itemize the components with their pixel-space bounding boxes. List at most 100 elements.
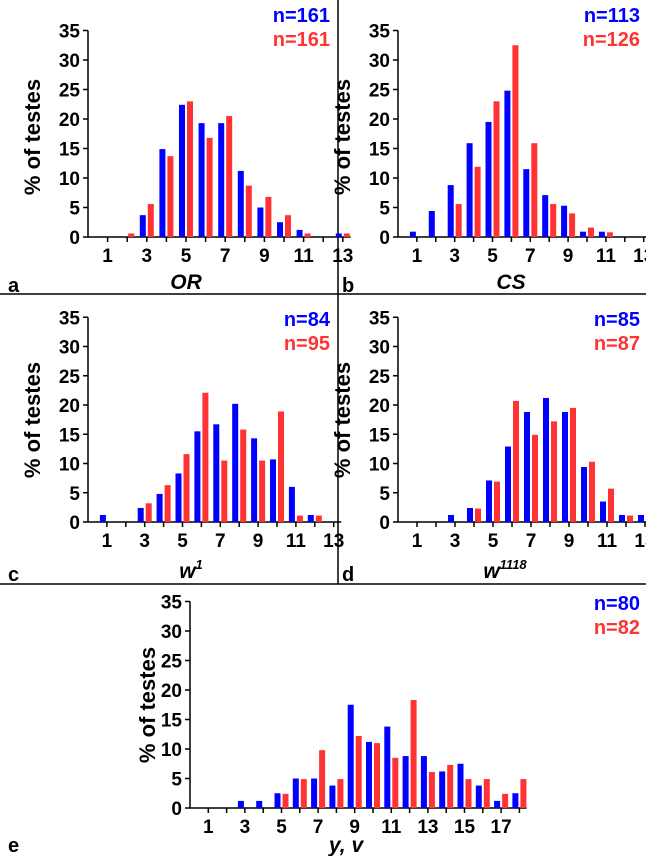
y-tick-label: 25 <box>59 367 81 388</box>
bar-series1 <box>420 756 427 808</box>
x-tick-label: 7 <box>313 817 324 838</box>
bar-series2 <box>147 203 154 237</box>
n-label-series1: n=161 <box>273 5 330 27</box>
bar-series1 <box>512 793 519 808</box>
y-axis-label: % of testes <box>20 362 45 478</box>
bar-series1 <box>486 480 492 522</box>
bar-series1 <box>581 467 587 522</box>
y-tick-label: 35 <box>59 308 81 329</box>
x-axis-label: OR <box>170 271 202 294</box>
y-tick-label: 35 <box>369 22 391 43</box>
n-label-series1: n=113 <box>584 5 640 27</box>
n-label-series1: n=84 <box>284 309 331 331</box>
bar-series2 <box>428 772 435 808</box>
x-tick-label: 5 <box>487 246 498 267</box>
x-tick-label: 5 <box>276 817 287 838</box>
bar-series1 <box>139 215 146 237</box>
y-tick-label: 0 <box>69 228 80 249</box>
panel-letter: d <box>342 564 354 586</box>
y-tick-label: 10 <box>59 455 80 476</box>
y-tick-label: 15 <box>161 711 183 732</box>
bar-series2 <box>494 481 500 522</box>
bar-series2 <box>206 137 213 237</box>
bar-series1 <box>329 785 336 808</box>
n-label-series2: n=87 <box>594 333 640 355</box>
y-tick-label: 20 <box>59 396 80 417</box>
y-tick-label: 20 <box>369 396 390 417</box>
x-tick-label: 13 <box>323 531 344 552</box>
bar-series2 <box>608 488 614 522</box>
bar-series2 <box>240 429 247 522</box>
x-tick-label: 9 <box>253 531 264 552</box>
bar-series1 <box>213 424 220 522</box>
bar-series2 <box>502 793 509 808</box>
bar-series1 <box>562 412 568 522</box>
bar-series1 <box>156 493 163 522</box>
x-tick-label: 5 <box>177 531 188 552</box>
y-tick-label: 15 <box>59 425 81 446</box>
bar-series1 <box>218 123 225 237</box>
bar-series2 <box>550 203 557 237</box>
bar-series2 <box>410 700 417 808</box>
x-tick-label: 3 <box>142 246 153 267</box>
x-tick-label: 13 <box>633 246 646 267</box>
bar-series1 <box>475 785 482 808</box>
bar-series1 <box>175 473 182 522</box>
x-axis-label: w1 <box>179 557 203 583</box>
bar-series1 <box>307 514 314 522</box>
bar-series2 <box>569 213 576 237</box>
x-tick-label: 1 <box>102 246 113 267</box>
bar-series2 <box>226 116 233 237</box>
bar-series1 <box>638 514 644 522</box>
x-tick-label: 11 <box>596 246 617 267</box>
bar-series2 <box>532 434 538 522</box>
y-tick-label: 25 <box>369 81 391 102</box>
y-tick-label: 15 <box>369 425 391 446</box>
y-tick-label: 10 <box>59 169 80 190</box>
y-tick-label: 0 <box>379 228 390 249</box>
bar-series1 <box>447 185 454 237</box>
y-tick-label: 10 <box>369 455 390 476</box>
bar-series2 <box>355 736 362 808</box>
bar-series2 <box>343 233 350 237</box>
x-tick-label: 11 <box>381 817 402 838</box>
x-tick-label: 7 <box>525 246 536 267</box>
bar-series1 <box>561 205 568 237</box>
bar-series1 <box>270 459 276 522</box>
bar-series1 <box>384 726 391 808</box>
y-tick-label: 15 <box>59 140 81 161</box>
y-tick-label: 5 <box>171 770 182 791</box>
y-tick-label: 35 <box>369 308 391 329</box>
bar-series1 <box>335 233 342 237</box>
y-tick-label: 15 <box>369 140 391 161</box>
bar-series1 <box>485 121 492 237</box>
n-label-series1: n=80 <box>594 593 640 615</box>
bar-series1 <box>237 800 244 808</box>
y-tick-label: 0 <box>379 513 390 534</box>
bar-series1 <box>543 397 549 522</box>
bar-series1 <box>311 778 318 808</box>
x-tick-label: 13 <box>332 246 353 267</box>
bar-series2 <box>520 779 527 808</box>
n-label-series2: n=161 <box>273 29 330 51</box>
y-tick-label: 30 <box>161 622 182 643</box>
bar-series1 <box>402 756 409 808</box>
bar-series1 <box>277 222 283 237</box>
bar-series2 <box>259 460 266 522</box>
bar-series1 <box>237 170 244 237</box>
x-tick-label: 1 <box>102 531 113 552</box>
x-tick-label: 7 <box>526 531 537 552</box>
x-tick-label: 1 <box>203 817 214 838</box>
bar-series2 <box>167 156 174 237</box>
panel-letter: a <box>8 275 20 297</box>
bar-series2 <box>315 515 322 522</box>
bar-series1 <box>505 446 511 522</box>
bar-series1 <box>409 231 416 237</box>
bar-series2 <box>493 101 500 237</box>
bar-series1 <box>466 143 473 237</box>
x-tick-label: 9 <box>349 817 360 838</box>
y-tick-label: 20 <box>59 110 80 131</box>
bar-series2 <box>245 185 252 237</box>
